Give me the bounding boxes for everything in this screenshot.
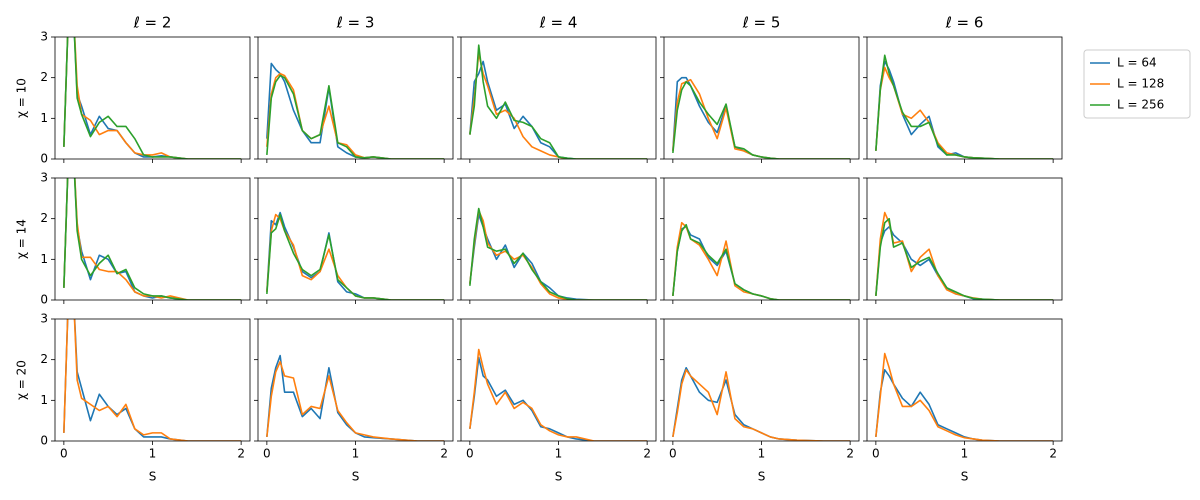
x-tick-label: 1 — [352, 447, 360, 461]
series-line — [672, 78, 851, 159]
legend-box — [1083, 49, 1191, 119]
subplot-title: ℓ = 2 — [133, 14, 172, 32]
y-tick-label: 0 — [40, 152, 48, 166]
subplot-title: ℓ = 4 — [539, 14, 578, 32]
series-line — [266, 213, 445, 300]
series-line — [672, 76, 851, 159]
subplot-title: ℓ = 6 — [945, 14, 984, 32]
x-axis-label: S — [961, 470, 969, 484]
axes-frame — [54, 318, 251, 442]
x-axis-label: S — [352, 470, 360, 484]
series-line — [63, 178, 242, 300]
x-tick-label: 1 — [555, 447, 563, 461]
y-axis-label: χ = 10 — [15, 78, 29, 118]
x-tick-label: 1 — [149, 447, 157, 461]
series-line — [63, 37, 242, 159]
legend-label: L = 128 — [1117, 77, 1164, 91]
x-tick-label: 2 — [846, 447, 854, 461]
x-tick-label: 2 — [440, 447, 448, 461]
series-line — [469, 213, 648, 300]
series-line — [469, 44, 648, 159]
series-line — [672, 223, 851, 300]
series-line — [266, 213, 445, 300]
x-axis-label: S — [149, 470, 157, 484]
series-line — [672, 226, 851, 300]
y-tick-label: 3 — [40, 171, 48, 185]
y-tick-label: 2 — [40, 70, 48, 84]
x-tick-label: 1 — [758, 447, 766, 461]
series-line — [469, 356, 648, 441]
y-tick-label: 0 — [40, 293, 48, 307]
x-tick-label: 2 — [1049, 447, 1057, 461]
axes-frame — [460, 318, 657, 442]
legend-label: L = 64 — [1117, 56, 1157, 70]
series-line — [266, 354, 445, 441]
x-tick-label: 2 — [237, 447, 245, 461]
y-tick-label: 3 — [40, 30, 48, 44]
series-line — [672, 221, 851, 300]
series-line — [875, 217, 1054, 300]
series-line — [266, 62, 445, 159]
series-line — [469, 209, 648, 300]
axes-frame — [54, 177, 251, 301]
series-line — [672, 80, 851, 159]
x-tick-label: 1 — [961, 447, 969, 461]
y-tick-label: 1 — [40, 111, 48, 125]
y-tick-label: 2 — [40, 352, 48, 366]
axes-frame — [866, 318, 1063, 442]
axes-frame — [54, 36, 251, 160]
y-tick-label: 3 — [40, 312, 48, 326]
series-line — [672, 369, 851, 441]
y-tick-label: 0 — [40, 434, 48, 448]
series-line — [875, 211, 1054, 300]
subplot-title: ℓ = 5 — [742, 14, 781, 32]
series-line — [266, 72, 445, 159]
y-axis-label: χ = 20 — [15, 360, 29, 400]
axes-frame — [460, 177, 657, 301]
series-line — [469, 207, 648, 300]
x-tick-label: 2 — [643, 447, 651, 461]
x-tick-label: 0 — [872, 447, 880, 461]
y-tick-label: 1 — [40, 252, 48, 266]
series-line — [875, 54, 1054, 159]
series-line — [266, 211, 445, 300]
series-line — [266, 74, 445, 159]
series-line — [469, 60, 648, 159]
axes-frame — [866, 36, 1063, 160]
series-line — [672, 367, 851, 441]
series-line — [875, 226, 1054, 300]
y-tick-label: 1 — [40, 393, 48, 407]
x-axis-label: S — [758, 470, 766, 484]
y-tick-label: 2 — [40, 211, 48, 225]
series-line — [875, 352, 1054, 441]
series-line — [266, 360, 445, 441]
axes-frame — [866, 177, 1063, 301]
x-tick-label: 0 — [669, 447, 677, 461]
axes-frame — [460, 36, 657, 160]
subplot-title: ℓ = 3 — [336, 14, 375, 32]
series-line — [63, 319, 242, 441]
axes-frame — [257, 36, 454, 160]
x-tick-label: 0 — [60, 447, 68, 461]
axes-frame — [663, 36, 860, 160]
axes-frame — [663, 177, 860, 301]
y-axis-label: χ = 14 — [15, 219, 29, 259]
axes-frame — [257, 318, 454, 442]
x-tick-label: 0 — [263, 447, 271, 461]
x-tick-label: 0 — [466, 447, 474, 461]
series-line — [469, 348, 648, 441]
series-line — [469, 52, 648, 159]
legend-label: L = 256 — [1117, 98, 1164, 112]
x-axis-label: S — [555, 470, 563, 484]
